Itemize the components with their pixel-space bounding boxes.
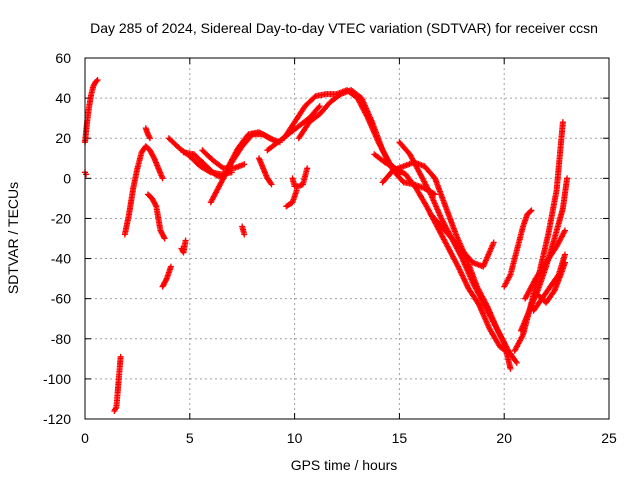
y-tick-label: 20	[55, 130, 71, 146]
data-point-marker	[293, 187, 300, 194]
data-point-marker	[219, 164, 226, 171]
data-point-marker	[512, 358, 519, 365]
data-point-marker	[268, 181, 275, 188]
chart-title: Day 285 of 2024, Sidereal Day-to-day VTE…	[90, 20, 598, 36]
y-tick-label: -60	[51, 291, 71, 307]
data-point-marker	[182, 237, 189, 244]
y-tick-label: -100	[43, 371, 71, 387]
y-tick-label: -20	[51, 210, 71, 226]
data-point-marker	[150, 153, 157, 160]
data-point-marker	[316, 103, 323, 110]
data-point-marker	[507, 365, 514, 372]
data-point-marker	[315, 104, 322, 111]
tick-labels: 0 5 10 15 20 25 -120 -100 -80 -60 -40 -20 0 20 40 60	[43, 50, 617, 446]
data-point-marker	[163, 276, 170, 283]
data-point-marker	[94, 77, 101, 84]
data-point-marker	[527, 208, 534, 215]
y-tick-label: -40	[51, 251, 71, 267]
data-point-marker	[528, 207, 535, 214]
y-tick-label: -120	[43, 411, 71, 427]
data-point-marker	[561, 227, 568, 234]
data-point-marker	[490, 239, 497, 246]
data-point-marker	[83, 171, 90, 178]
x-tick-label: 20	[496, 430, 512, 446]
x-tick-label: 5	[186, 430, 194, 446]
x-tick-label: 0	[81, 430, 89, 446]
y-tick-label: 60	[55, 50, 71, 66]
data-point-marker	[146, 133, 153, 140]
data-point-marker	[561, 259, 568, 266]
data-point-marker	[564, 175, 571, 182]
y-tick-label: 40	[55, 90, 71, 106]
data-point-marker	[513, 359, 520, 366]
x-tick-label: 10	[287, 430, 303, 446]
data-point-marker	[117, 353, 124, 360]
x-axis-title: GPS time / hours	[291, 457, 398, 473]
x-tick-label: 15	[392, 430, 408, 446]
plot-frame	[84, 57, 610, 420]
data-point-marker	[241, 161, 248, 168]
data-point-marker	[112, 405, 119, 412]
data-point-marker	[161, 235, 168, 242]
data-point-marker	[559, 119, 566, 126]
data-point-marker	[241, 231, 248, 238]
y-tick-label: -80	[51, 331, 71, 347]
data-point-marker	[159, 175, 166, 182]
data-point-marker	[160, 234, 167, 241]
y-axis-title: SDTVAR / TECUs	[5, 182, 21, 294]
data-point-marker	[146, 135, 153, 142]
data-point-marker	[297, 182, 304, 189]
data-point-marker	[561, 251, 568, 258]
data-point-marker	[267, 180, 274, 187]
data-point-marker	[265, 134, 272, 141]
x-tick-label: 25	[601, 430, 617, 446]
data-point-marker	[152, 202, 159, 209]
data-point-marker	[167, 263, 174, 270]
y-tick-label: 0	[63, 170, 71, 186]
data-points	[82, 77, 571, 414]
data-point-marker	[304, 165, 311, 172]
data-point-marker	[93, 78, 100, 85]
